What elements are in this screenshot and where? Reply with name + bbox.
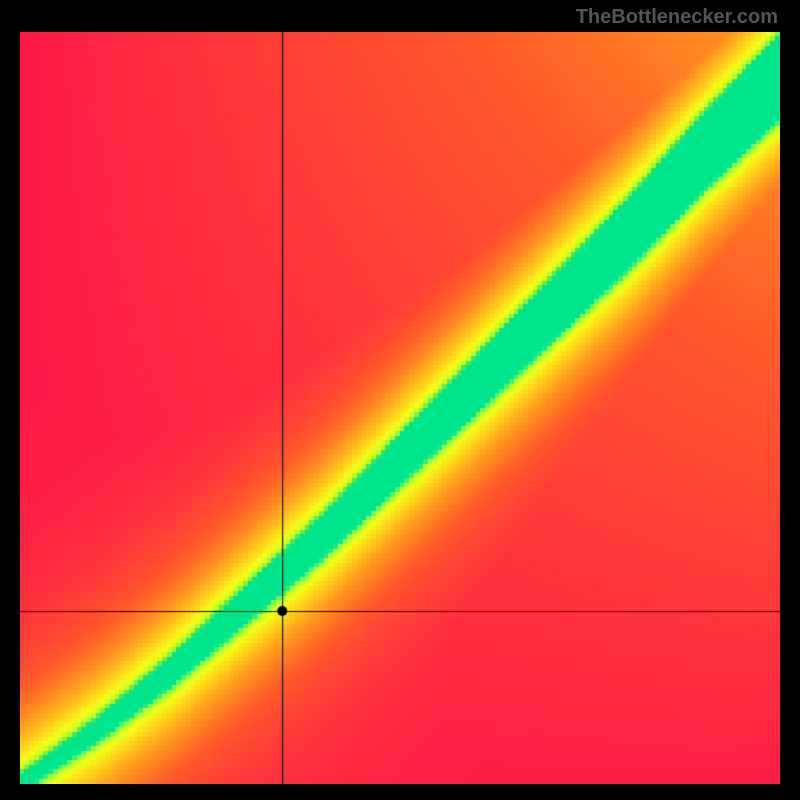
heatmap-canvas (20, 32, 780, 784)
chart-container: TheBottlenecker.com (0, 0, 800, 800)
plot-area (20, 32, 780, 784)
watermark-text: TheBottlenecker.com (576, 6, 778, 29)
